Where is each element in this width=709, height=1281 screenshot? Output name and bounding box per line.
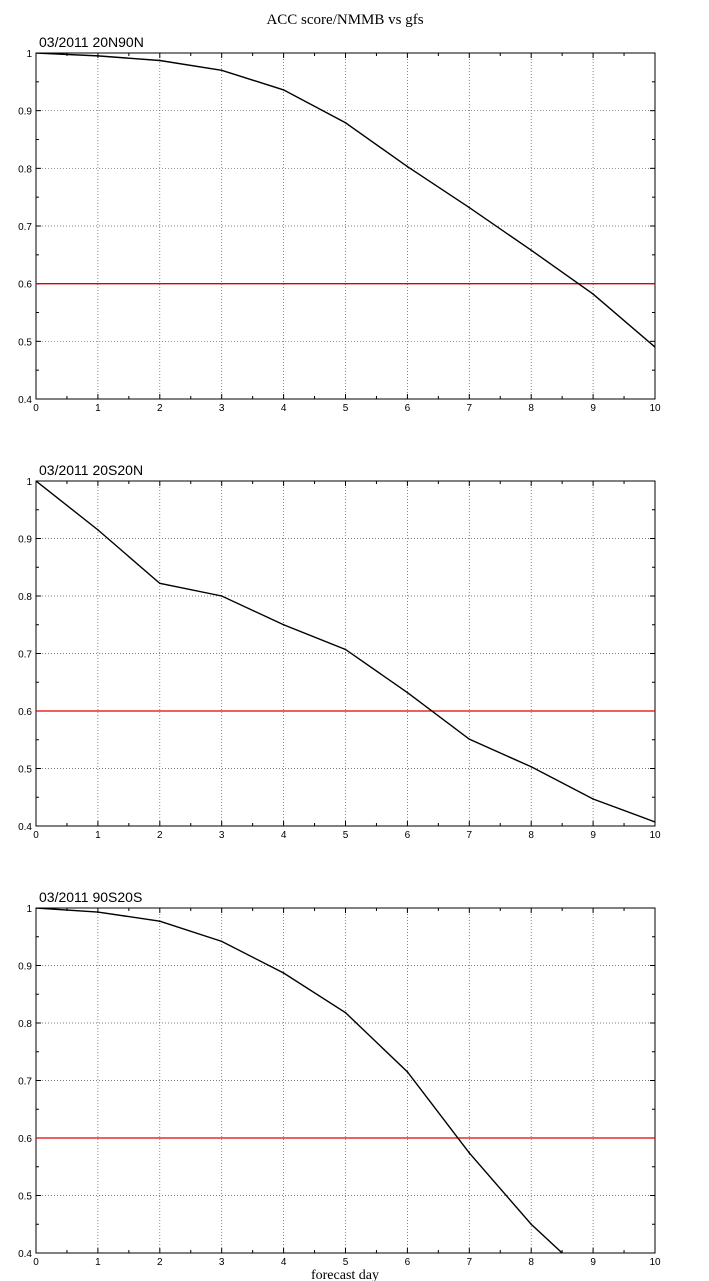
data-point bbox=[159, 59, 161, 62]
data-point bbox=[406, 165, 409, 168]
y-tick-label: 0.5 bbox=[18, 337, 32, 348]
data-point bbox=[468, 738, 471, 740]
x-tick-label: 2 bbox=[157, 1257, 163, 1268]
x-tick-label: 1 bbox=[95, 403, 101, 414]
data-point bbox=[220, 940, 223, 943]
y-tick-label: 1 bbox=[26, 904, 32, 915]
data-point bbox=[159, 582, 161, 585]
data-point bbox=[344, 648, 347, 651]
y-tick-label: 0.8 bbox=[18, 164, 32, 175]
x-tick-label: 2 bbox=[157, 830, 163, 841]
plot-area bbox=[36, 908, 655, 1253]
data-point bbox=[282, 623, 285, 626]
data-point bbox=[220, 69, 223, 72]
x-tick-label: 7 bbox=[467, 830, 473, 841]
data-point bbox=[530, 249, 532, 252]
x-tick-label: 8 bbox=[528, 403, 534, 414]
data-point bbox=[592, 798, 594, 800]
x-tick-label: 5 bbox=[343, 1257, 349, 1268]
chart-panel-2: 03/2011 20S20N 0 1 2 3 4 5 6 7 8 9 10 0.4 0.5 0.6 0.7 0.… bbox=[18, 462, 661, 841]
data-point bbox=[530, 765, 532, 768]
data-point bbox=[654, 346, 655, 348]
x-tick-label: 6 bbox=[405, 830, 411, 841]
x-tick-label: 3 bbox=[219, 403, 225, 414]
data-point bbox=[36, 481, 37, 482]
data-point bbox=[530, 1223, 532, 1226]
data-point bbox=[36, 53, 37, 54]
y-tick-label: 0.4 bbox=[18, 822, 32, 833]
chart-panel-1: 03/2011 20N90N 0 1 2 3 4 5 6 7 8 9 10 0.4 0.5 0.6 0.7 0.… bbox=[18, 34, 661, 414]
y-tick-label: 0.7 bbox=[18, 650, 32, 661]
data-point bbox=[97, 529, 99, 531]
x-tick-label: 10 bbox=[649, 1257, 661, 1268]
y-tick-label: 0.6 bbox=[18, 280, 32, 291]
x-tick-label: 1 bbox=[95, 830, 101, 841]
data-point bbox=[406, 691, 409, 694]
x-tick-label: 0 bbox=[33, 1257, 39, 1268]
x-tick-label: 9 bbox=[590, 403, 596, 414]
x-tick-label: 0 bbox=[33, 830, 39, 841]
data-point bbox=[282, 972, 285, 974]
data-point bbox=[592, 293, 594, 295]
panel-title: 03/2011 20S20N bbox=[39, 462, 143, 478]
x-tick-label: 4 bbox=[281, 830, 287, 841]
data-point bbox=[344, 121, 347, 124]
y-tick-label: 0.9 bbox=[18, 535, 32, 546]
data-point bbox=[36, 908, 37, 909]
x-tick-label: 6 bbox=[405, 1257, 411, 1268]
x-tick-label: 5 bbox=[343, 403, 349, 414]
x-tick-label: 7 bbox=[467, 403, 473, 414]
plot-area bbox=[36, 481, 655, 823]
y-tick-label: 0.7 bbox=[18, 1077, 32, 1088]
y-tick-label: 0.9 bbox=[18, 107, 32, 118]
y-tick-label: 0.4 bbox=[18, 1249, 32, 1260]
panel-title: 03/2011 20N90N bbox=[39, 34, 144, 50]
x-tick-label: 0 bbox=[33, 403, 39, 414]
data-point bbox=[406, 1071, 409, 1073]
x-tick-label: 3 bbox=[219, 830, 225, 841]
y-tick-label: 1 bbox=[26, 49, 32, 60]
x-tick-label: 4 bbox=[281, 1257, 287, 1268]
x-tick-label: 6 bbox=[405, 403, 411, 414]
x-tick-label: 7 bbox=[467, 1257, 473, 1268]
x-tick-label: 8 bbox=[528, 830, 534, 841]
figure-title: ACC score/NMMB vs gfs bbox=[266, 12, 423, 28]
y-tick-label: 0.8 bbox=[18, 1019, 32, 1030]
data-point bbox=[220, 595, 223, 597]
data-point bbox=[344, 1011, 347, 1014]
x-tick-label: 1 bbox=[95, 1257, 101, 1268]
y-tick-label: 0.6 bbox=[18, 1134, 32, 1145]
y-tick-label: 0.5 bbox=[18, 765, 32, 776]
x-tick-label: 9 bbox=[590, 1257, 596, 1268]
data-point bbox=[97, 911, 99, 913]
chart-panel-3: 03/2011 90S20S 0 1 2 3 4 5 6 7 8 9 10 0.4 0.5 0.6 0.7 0.… bbox=[18, 889, 661, 1268]
panel-title: 03/2011 90S20S bbox=[39, 889, 142, 905]
y-tick-label: 0.9 bbox=[18, 962, 32, 973]
y-tick-label: 0.5 bbox=[18, 1192, 32, 1203]
x-tick-label: 10 bbox=[649, 830, 661, 841]
x-tick-label: 3 bbox=[219, 1257, 225, 1268]
y-tick-label: 0.8 bbox=[18, 592, 32, 603]
data-point bbox=[468, 1152, 471, 1154]
data-point bbox=[282, 89, 285, 91]
x-tick-label: 8 bbox=[528, 1257, 534, 1268]
y-tick-label: 0.4 bbox=[18, 395, 32, 406]
x-tick-label: 5 bbox=[343, 830, 349, 841]
x-tick-label: 2 bbox=[157, 403, 163, 414]
data-point bbox=[468, 206, 471, 209]
data-point bbox=[97, 55, 99, 57]
x-tick-label: 4 bbox=[281, 403, 287, 414]
y-tick-label: 0.7 bbox=[18, 222, 32, 233]
y-tick-label: 0.6 bbox=[18, 707, 32, 718]
x-tick-label: 9 bbox=[590, 830, 596, 841]
y-tick-label: 1 bbox=[26, 477, 32, 488]
x-tick-label: 10 bbox=[649, 403, 661, 414]
plot-area bbox=[36, 53, 655, 348]
data-point bbox=[654, 821, 655, 823]
data-point bbox=[159, 920, 161, 923]
x-axis-label: forecast day bbox=[311, 1268, 379, 1281]
